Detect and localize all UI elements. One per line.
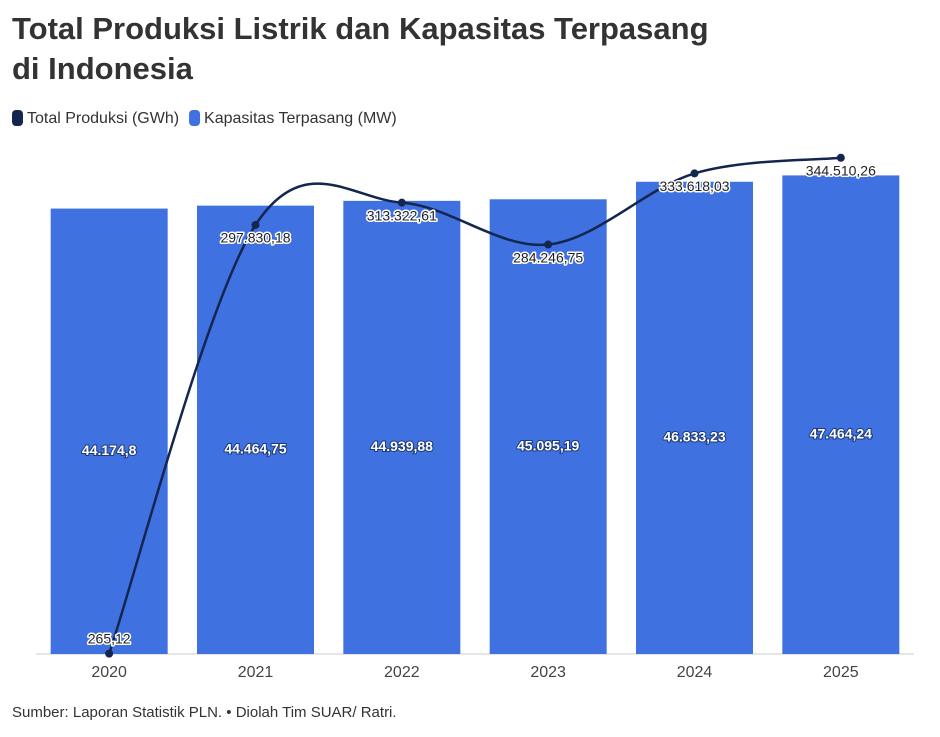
- legend-swatch: [12, 110, 23, 126]
- bar-value-label: 44.939,88: [371, 438, 433, 454]
- line-value-label: 265,12: [88, 630, 131, 646]
- line-value-label: 284.246,75: [513, 249, 583, 265]
- title-line: Total Produksi Listrik dan Kapasitas Ter…: [12, 11, 709, 46]
- bar: [197, 205, 314, 655]
- source: Sumber: Laporan Statistik PLN. • Diolah …: [12, 704, 397, 721]
- legend-label: Kapasitas Terpasang (MW): [204, 110, 397, 127]
- chart-title: Total Produksi Listrik dan Kapasitas Ter…: [12, 11, 709, 86]
- x-tick-label: 2020: [91, 664, 127, 681]
- line-point: [397, 198, 406, 207]
- x-tick-label: 2023: [530, 664, 566, 681]
- x-tick-label: 2025: [823, 664, 859, 681]
- line-point: [836, 153, 845, 162]
- line-value-label: 333.618,03: [659, 178, 729, 194]
- bar: [50, 208, 168, 654]
- x-tick-label: 2021: [238, 664, 274, 681]
- line-value-label: 297.830,18: [220, 230, 290, 246]
- line-point: [251, 220, 260, 229]
- x-tick-label: 2022: [384, 664, 420, 681]
- line-value-label: 344.510,26: [806, 162, 876, 178]
- bar-value-label: 45.095,19: [517, 437, 579, 453]
- line-point: [105, 649, 114, 658]
- bar-value-label: 44.174,8: [82, 442, 137, 458]
- line-point: [544, 240, 553, 249]
- line-point: [690, 169, 699, 178]
- bar-value-label: 46.833,23: [663, 429, 725, 445]
- legend-label: Total Produksi (GWh): [27, 110, 179, 127]
- bar: [489, 199, 607, 654]
- legend-swatch: [189, 110, 201, 126]
- bar: [636, 181, 753, 654]
- line-value-label: 313.322,61: [367, 207, 437, 223]
- bar: [782, 175, 900, 654]
- bar-value-label: 47.464,24: [810, 425, 872, 441]
- bar-value-label: 44.464,75: [224, 441, 286, 457]
- title-line: di Indonesia: [12, 51, 194, 86]
- bar: [343, 200, 461, 655]
- x-tick-label: 2024: [677, 664, 713, 681]
